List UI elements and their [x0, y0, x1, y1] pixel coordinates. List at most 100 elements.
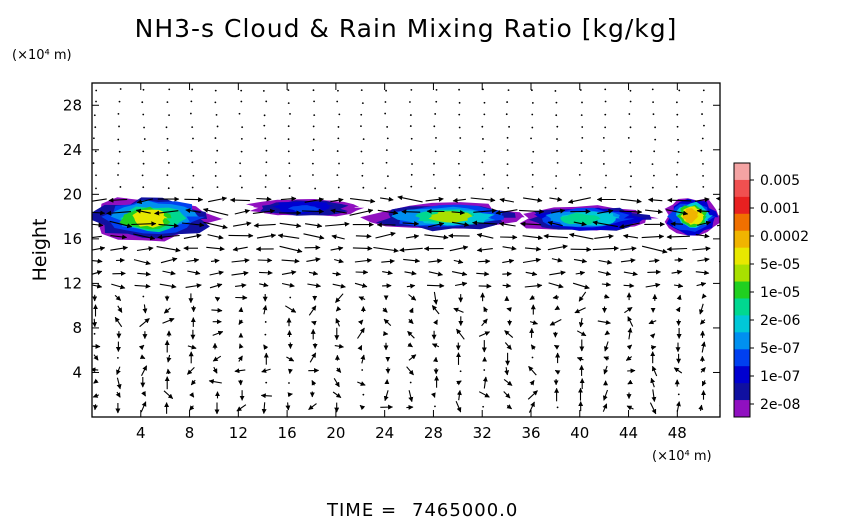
vector-arrow [306, 257, 321, 263]
vector-dot [725, 187, 727, 189]
vector-arrow [476, 247, 493, 253]
vector-dot [117, 112, 120, 115]
vector-arrow [473, 208, 497, 214]
vector-arrow [719, 250, 720, 251]
vector-dot [262, 90, 265, 92]
vector-arrow [604, 330, 611, 336]
vector-dot [702, 89, 705, 92]
vector-dot [725, 114, 727, 116]
colorbar-swatch [734, 349, 750, 367]
vector-arrow [451, 271, 468, 277]
vector-dot [361, 369, 364, 371]
colorbar-swatch [734, 163, 750, 181]
vector-dot [725, 139, 727, 141]
vector-dot [702, 175, 704, 177]
vector-arrow [502, 245, 517, 251]
vector-arrow [626, 405, 634, 411]
vector-arrow [408, 294, 417, 301]
vector-dot [578, 173, 581, 176]
vector-arrow [698, 404, 704, 412]
vector-arrow [619, 209, 643, 215]
vector-dot [240, 186, 243, 189]
vector-dot [530, 137, 532, 140]
vector-arrow [208, 379, 222, 385]
vector-arrow [573, 258, 588, 264]
vector-dot [531, 356, 534, 359]
vector-arrow [140, 401, 147, 413]
vector-arrow [524, 246, 542, 252]
vector-arrow [229, 197, 250, 203]
vector-arrow [133, 233, 156, 241]
vector-arrow [285, 402, 291, 411]
vector-dot [555, 175, 558, 177]
vector-arrow [667, 197, 692, 203]
vector-arrow [189, 405, 195, 411]
vector-arrow [548, 282, 564, 289]
vector-arrow [408, 318, 414, 324]
vector-dot [216, 125, 219, 128]
vector-dot [264, 321, 267, 323]
vector-arrow [482, 376, 488, 389]
vector-dot [434, 187, 436, 190]
vector-dot [507, 187, 510, 189]
vector-arrow [524, 283, 543, 289]
vector-arrow [335, 367, 342, 373]
vector-dot [239, 175, 242, 177]
plot-frame [91, 82, 721, 418]
vector-dot [458, 126, 461, 129]
vector-dot [313, 100, 315, 103]
vector-dot [265, 381, 268, 384]
vector-dot [337, 186, 340, 189]
vector-arrow [308, 403, 317, 411]
vector-dot [142, 113, 145, 116]
vector-arrow [141, 365, 148, 376]
vector-arrow [159, 283, 177, 289]
vector-arrow [670, 221, 684, 227]
vector-dot [312, 174, 314, 176]
vector-dot [604, 100, 607, 103]
vector-dot [94, 150, 97, 153]
vector-arrow [525, 271, 538, 277]
vector-dot [216, 149, 219, 152]
vector-dot [458, 113, 461, 116]
vector-arrow [238, 343, 244, 349]
vector-dot [458, 150, 461, 153]
vector-dot [483, 150, 486, 153]
colorbar-label: 2e-06 [760, 313, 800, 329]
vector-arrow [530, 344, 536, 350]
vector-dot [556, 138, 558, 140]
colorbar-label: 5e-07 [760, 341, 800, 357]
vector-arrow [207, 234, 224, 240]
vector-arrow [110, 245, 128, 251]
vector-arrow [203, 207, 229, 216]
vector-arrow [527, 390, 538, 400]
vector-arrow [692, 246, 711, 252]
vector-arrow [406, 366, 414, 376]
vector-arrow [476, 271, 490, 277]
vector-arrow [592, 220, 618, 228]
vector-dot [677, 393, 680, 396]
vector-arrow [430, 392, 436, 398]
vector-arrow [598, 270, 612, 276]
vector-dot [239, 162, 242, 165]
vector-dot [117, 174, 119, 176]
vector-arrow [281, 282, 295, 288]
vector-arrow [594, 234, 614, 239]
vector-dot [240, 150, 243, 153]
vector-arrow [549, 319, 562, 326]
vector-dot [678, 89, 681, 92]
vector-arrow [160, 257, 178, 264]
vector-dot [312, 89, 315, 92]
vector-dot [726, 126, 728, 128]
vector-dot [432, 173, 435, 176]
vector-arrow [553, 344, 560, 350]
vector-dot [117, 162, 120, 165]
vector-arrow [451, 221, 470, 227]
vector-dot [287, 150, 290, 153]
vector-arrow [554, 305, 561, 311]
vector-arrow [92, 404, 98, 411]
vector-arrow [498, 221, 516, 227]
vector-dot [411, 163, 413, 165]
vector-arrow [666, 209, 689, 216]
